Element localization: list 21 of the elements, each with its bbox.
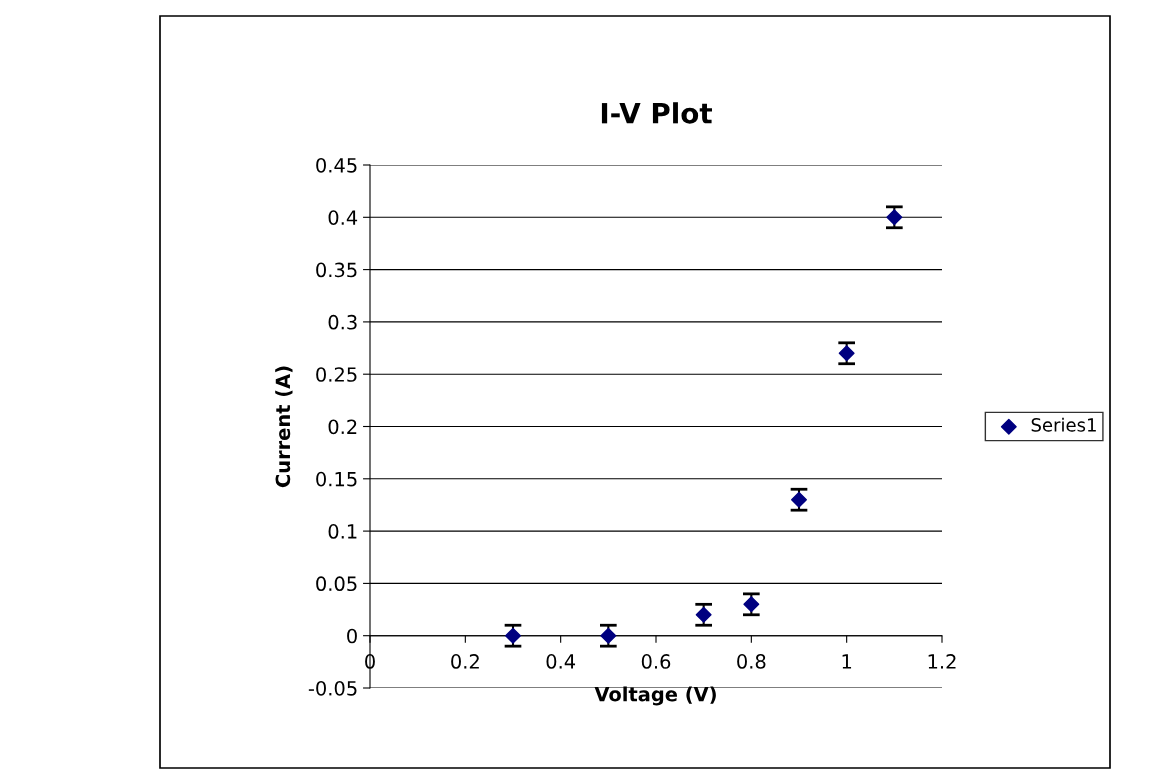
x-tick-label: 1 — [842, 654, 852, 669]
y-tick-label: 0.1 — [328, 524, 357, 539]
y-tick-label: 0 — [347, 628, 357, 644]
y-tick-label: 0.25 — [316, 367, 357, 382]
y-tick-label: -0.05 — [308, 680, 357, 696]
x-tick-label: 0.2 — [451, 654, 479, 669]
y-tick-label: 0.45 — [316, 157, 357, 173]
x-tick-label: 0.4 — [546, 654, 576, 669]
chart-title: I-V Plot — [601, 102, 712, 124]
y-tick-label: 0.3 — [328, 314, 357, 330]
x-tick-label: 0.8 — [737, 654, 766, 669]
y-tick-label: 0.4 — [328, 210, 358, 225]
y-tick-label: 0.15 — [316, 471, 357, 487]
y-axis-title: Current (A) — [275, 366, 293, 488]
x-tick-label: 1.2 — [928, 654, 956, 669]
x-axis-title: Voltage (V) — [594, 686, 716, 706]
y-tick-label: 0.35 — [316, 262, 357, 278]
y-tick-label: 0.2 — [328, 419, 357, 435]
y-tick-label: 0.05 — [316, 576, 357, 592]
x-tick-label: 0.6 — [641, 654, 671, 669]
legend-label: Series1 — [1031, 417, 1096, 432]
